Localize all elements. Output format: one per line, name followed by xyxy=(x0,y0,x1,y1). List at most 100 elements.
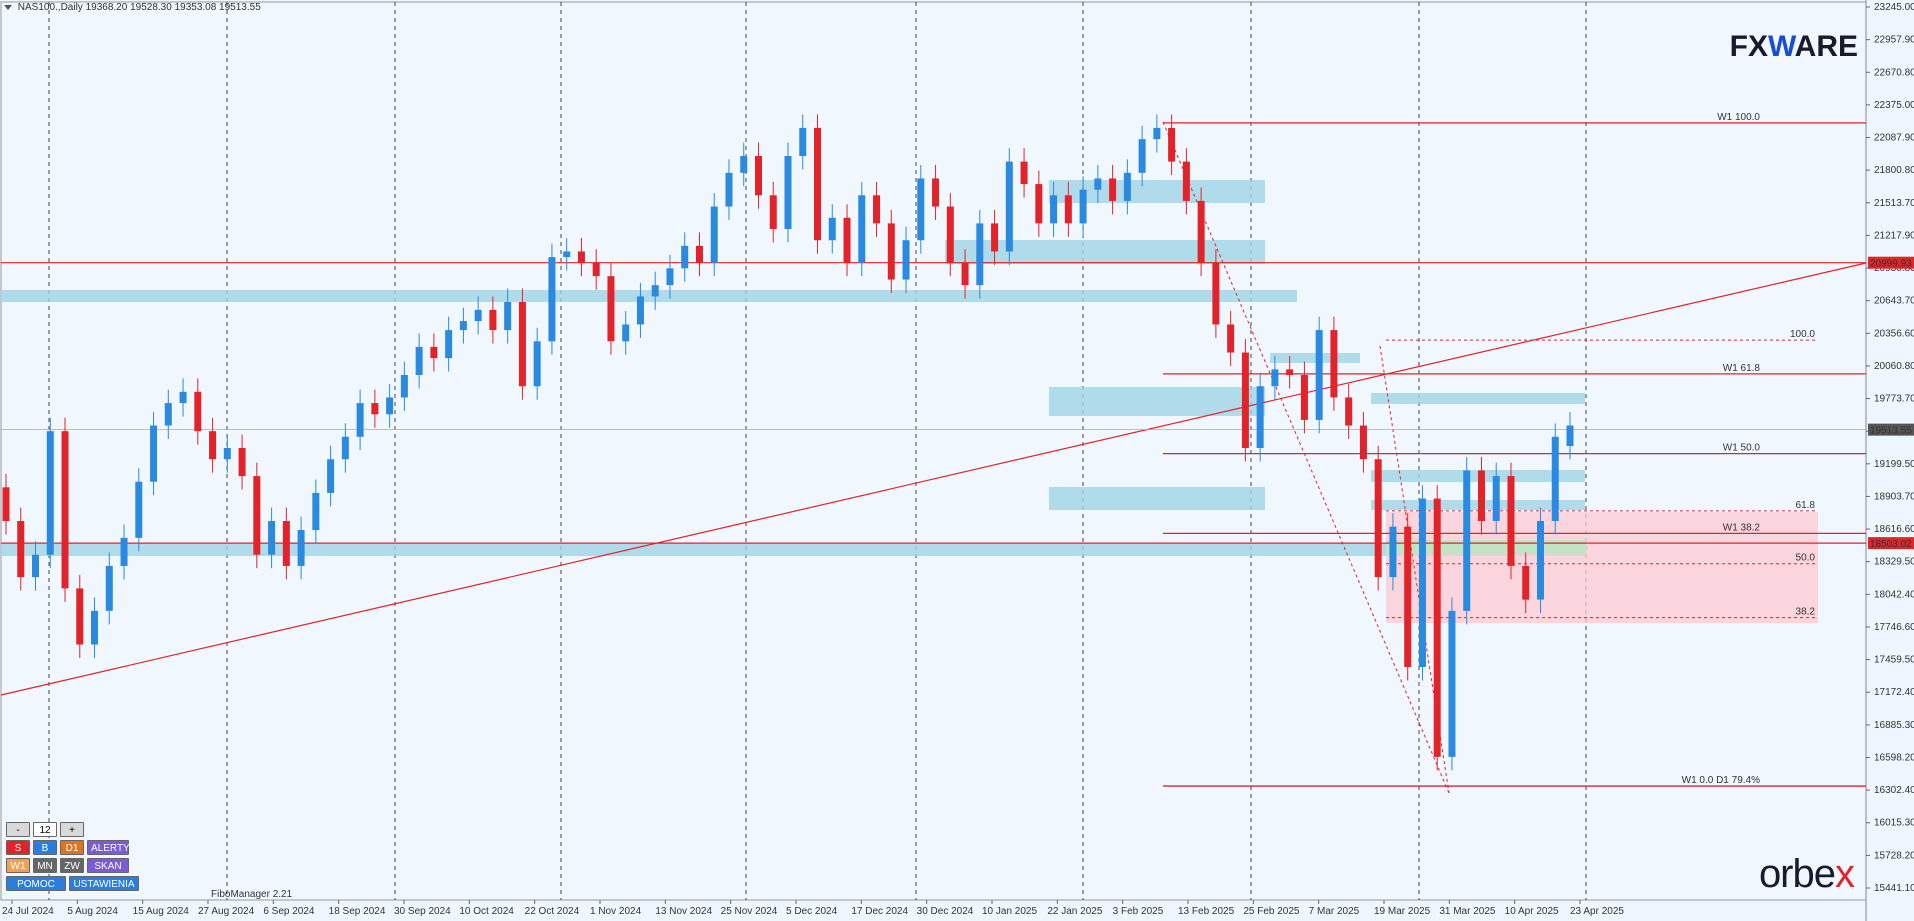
x-tick-label: 6 Sep 2024 xyxy=(263,906,315,917)
panel-button-d1[interactable]: D1 xyxy=(60,840,84,855)
candle-body xyxy=(1477,470,1485,522)
price-tag xyxy=(1868,256,1914,269)
candle-body xyxy=(917,178,925,241)
price-tag-label: 19513.55 xyxy=(1870,426,1912,437)
support-zone xyxy=(1049,487,1265,510)
panel-button-alerty[interactable]: ALERTY xyxy=(87,840,130,855)
plus-button[interactable]: + xyxy=(60,822,84,837)
candle-body xyxy=(445,330,453,359)
trend-line xyxy=(0,262,1867,696)
y-tick-label: 19199.50 xyxy=(1874,459,1914,470)
candle-body xyxy=(238,448,246,477)
y-tick-label: 21800.80 xyxy=(1874,165,1914,176)
fib-diagonal xyxy=(1162,121,1450,794)
x-tick-label: 10 Oct 2024 xyxy=(459,906,514,917)
value-field[interactable]: 12 xyxy=(33,822,57,837)
candle-body xyxy=(740,155,748,173)
y-tick-label: 20643.70 xyxy=(1874,296,1914,307)
candle-body xyxy=(297,529,305,566)
y-tick-label: 18329.50 xyxy=(1874,557,1914,568)
candle-body xyxy=(1404,526,1412,668)
support-zone xyxy=(1270,353,1360,363)
candle-body xyxy=(400,375,408,398)
candle-body xyxy=(282,521,290,566)
price-tag xyxy=(1868,537,1914,550)
y-tick-label: 21513.70 xyxy=(1874,198,1914,209)
candle-body xyxy=(1418,498,1426,668)
candle-body xyxy=(622,324,630,342)
y-tick-label: 16302.40 xyxy=(1874,785,1914,796)
candle-body xyxy=(76,588,84,645)
y-tick-label: 22670.80 xyxy=(1874,67,1914,78)
support-zone xyxy=(1049,387,1265,416)
w1-level-label: W1 0.0 D1 79.4% xyxy=(1682,775,1760,786)
candle-body xyxy=(1359,425,1367,460)
x-tick-label: 18 Sep 2024 xyxy=(329,906,386,917)
chart-header: NAS100.,Daily 19368.20 19528.30 19353.08… xyxy=(4,2,261,13)
candle-body xyxy=(504,302,512,331)
x-tick-label: 3 Feb 2025 xyxy=(1113,906,1164,917)
candle-body xyxy=(1227,324,1235,353)
candle-body xyxy=(991,223,999,252)
y-tick-label: 18903.70 xyxy=(1874,491,1914,502)
panel-button-ustawienia[interactable]: USTAWIENIA xyxy=(69,876,139,891)
support-zone xyxy=(1049,180,1265,203)
fib-zone xyxy=(1386,512,1818,623)
panel-button-skan[interactable]: SKAN xyxy=(87,858,129,873)
candle-body xyxy=(91,610,99,645)
fibo-manager-label: FiboManager 2.21 xyxy=(211,889,293,900)
x-tick-label: 25 Feb 2025 xyxy=(1243,906,1300,917)
candle-body xyxy=(1389,526,1397,578)
candle-body xyxy=(459,321,467,331)
candle-body xyxy=(858,195,866,263)
x-tick-label: 30 Dec 2024 xyxy=(917,906,974,917)
y-tick-label: 16015.30 xyxy=(1874,818,1914,829)
candle-body xyxy=(1168,127,1176,162)
panel-button-mn[interactable]: MN xyxy=(33,858,57,873)
panel-button-pomoc[interactable]: POMOC xyxy=(6,876,66,891)
candle-body xyxy=(518,302,526,387)
candle-body xyxy=(268,521,276,555)
candle-body xyxy=(489,309,497,331)
panel-button-s[interactable]: S xyxy=(6,840,30,855)
minus-button[interactable]: - xyxy=(6,822,30,837)
candle-body xyxy=(1123,172,1131,201)
x-tick-label: 1 Nov 2024 xyxy=(590,906,642,917)
candle-body xyxy=(1005,161,1013,252)
candle-body xyxy=(1566,425,1574,446)
candle-body xyxy=(1050,195,1058,224)
x-tick-label: 13 Feb 2025 xyxy=(1178,906,1235,917)
candle-body xyxy=(179,391,187,404)
w1-level-label: W1 38.2 xyxy=(1723,522,1761,533)
support-zone xyxy=(1,543,1585,556)
candle-body xyxy=(1315,330,1323,420)
candle-body xyxy=(1109,178,1117,201)
x-tick-label: 10 Jan 2025 xyxy=(982,906,1037,917)
candle-body xyxy=(386,397,394,415)
candle-body xyxy=(1345,397,1353,426)
candle-body xyxy=(1212,262,1220,325)
y-tick-label: 17172.40 xyxy=(1874,687,1914,698)
candle-body xyxy=(710,206,718,263)
dropdown-icon[interactable] xyxy=(4,4,12,10)
candle-body xyxy=(1271,369,1279,387)
support-zone xyxy=(1,290,1297,302)
w1-level-label: W1 100.0 xyxy=(1717,112,1760,123)
candle-body xyxy=(592,262,600,277)
candle-body xyxy=(1463,470,1471,611)
w1-level-label: W1 50.0 xyxy=(1723,443,1761,454)
candle-body xyxy=(1020,161,1028,185)
candle-body xyxy=(371,403,379,415)
panel-button-zw[interactable]: ZW xyxy=(60,858,84,873)
panel-button-w1[interactable]: W1 xyxy=(6,858,30,873)
x-tick-label: 5 Dec 2024 xyxy=(786,906,838,917)
fib-level-label: 61.8 xyxy=(1796,500,1816,511)
panel-button-b[interactable]: B xyxy=(33,840,57,855)
candle-body xyxy=(695,245,703,263)
price-tag-label: 18503.02 xyxy=(1870,539,1912,550)
x-tick-label: 22 Oct 2024 xyxy=(525,906,580,917)
candle-body xyxy=(1094,178,1102,190)
candle-body xyxy=(223,448,231,460)
candle-body xyxy=(1522,565,1530,600)
